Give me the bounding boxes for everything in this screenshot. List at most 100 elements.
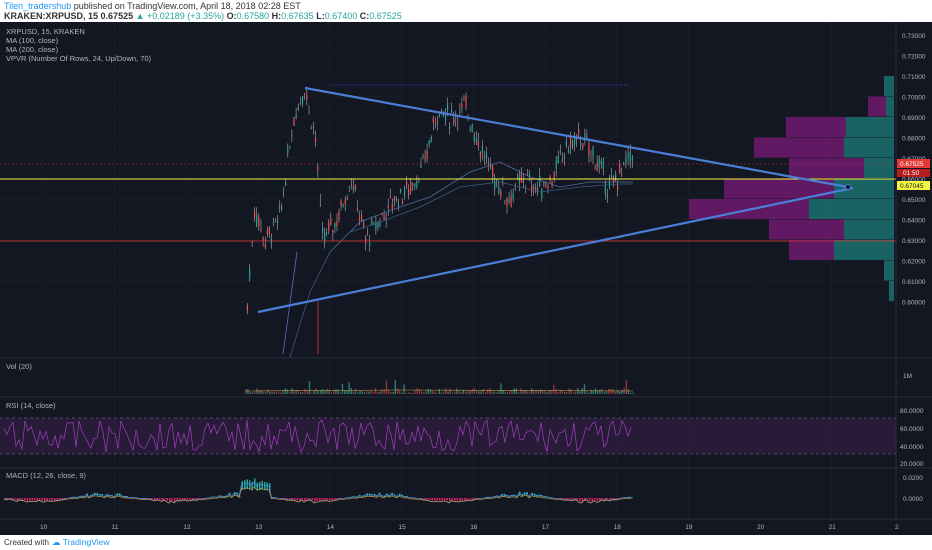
- candle-body: [487, 162, 490, 164]
- time-tick: 13: [255, 524, 263, 531]
- time-tick: 12: [183, 524, 191, 531]
- time-tick: 16: [470, 524, 478, 531]
- candle-body: [530, 185, 533, 193]
- vpvr-up-bar: [846, 117, 894, 137]
- macd-bar: [579, 498, 581, 502]
- volume-bar: [421, 391, 423, 394]
- lower-trendline[interactable]: [257, 186, 854, 314]
- macd-bar: [56, 498, 58, 500]
- macd-bar: [631, 497, 633, 498]
- vpvr-up-bar: [834, 178, 894, 199]
- candle-body: [571, 140, 574, 148]
- candle-body: [253, 211, 256, 218]
- macd-bar: [336, 498, 338, 500]
- macd-bar: [14, 498, 16, 500]
- macd-bar: [571, 498, 573, 500]
- candle-body: [631, 157, 633, 161]
- macd-bar: [461, 498, 463, 501]
- candle-body: [457, 123, 459, 124]
- volume-bar: [348, 382, 350, 394]
- candle-body: [342, 205, 344, 208]
- candle-body: [397, 203, 400, 207]
- macd-bar: [191, 498, 193, 500]
- blue-vertical-marker: [282, 251, 298, 355]
- macd-bar: [329, 498, 331, 501]
- candle-body: [306, 94, 308, 100]
- price-tick: 0.64000: [902, 218, 926, 225]
- chart-area[interactable]: 0.73000 0.72000 0.71000 0.70000 0.69000 0.680…: [0, 22, 932, 538]
- candle-body: [617, 184, 619, 190]
- candle-body: [340, 200, 342, 207]
- ma100-line: [329, 161, 633, 253]
- volume-bar: [330, 392, 333, 394]
- macd-bar: [154, 498, 156, 501]
- candle-body: [385, 218, 387, 220]
- macd-bar: [239, 495, 241, 498]
- volume-bar: [605, 391, 608, 394]
- vpvr-up-bar: [864, 158, 894, 178]
- macd-pane-label[interactable]: MACD (12, 26, close, 9): [6, 471, 87, 480]
- legend-ma200[interactable]: MA (200, close): [6, 45, 59, 54]
- trendline-handle[interactable]: [845, 184, 851, 190]
- rsi-tick-20: 20.0000: [900, 461, 924, 468]
- chart-canvas[interactable]: 0.73000 0.72000 0.71000 0.70000 0.69000 0.680…: [0, 22, 932, 538]
- macd-bar: [194, 498, 196, 500]
- candle-body: [258, 216, 260, 227]
- countdown-tag-bg: [897, 169, 930, 177]
- candle-body: [459, 108, 461, 111]
- candle-body: [363, 222, 365, 227]
- volume-bar: [495, 392, 498, 394]
- time-axis[interactable]: 10 11 12 13 14 15 16 17 18 19 20 21 2: [40, 524, 899, 531]
- candle-body: [379, 222, 381, 226]
- volume-bar: [445, 388, 447, 394]
- volume-bar: [295, 389, 297, 394]
- price-tick: 0.73000: [902, 33, 926, 40]
- volume-bar: [377, 391, 379, 394]
- volume-bar: [575, 391, 577, 394]
- candle-body: [348, 186, 350, 188]
- volume-bar: [487, 389, 489, 394]
- macd-bar: [294, 498, 296, 500]
- rsi-pane-label[interactable]: RSI (14, close): [6, 401, 56, 410]
- volume-bar: [619, 391, 621, 394]
- candle-body: [596, 162, 598, 171]
- macd-bar: [286, 498, 288, 500]
- macd-bar: [244, 480, 246, 490]
- macd-bar: [31, 498, 33, 501]
- upper-trendline[interactable]: [304, 86, 849, 189]
- candle-body: [541, 188, 543, 198]
- volume-bar: [368, 391, 370, 394]
- volume-bar: [324, 390, 326, 394]
- macd-bar: [19, 498, 21, 500]
- candle-body: [481, 146, 484, 154]
- volume-bar: [478, 391, 480, 394]
- macd-tick-0.02: 0.0200: [903, 475, 923, 482]
- time-tick: 11: [112, 524, 119, 531]
- volume-bar: [418, 389, 421, 394]
- candle-body: [395, 197, 397, 201]
- volume-bar: [304, 389, 306, 394]
- volume-bar: [480, 391, 482, 394]
- candle-body: [260, 227, 262, 229]
- macd-bar: [596, 498, 598, 502]
- vol-pane-label[interactable]: Vol (20): [6, 362, 32, 371]
- legend-vpvr[interactable]: VPVR (Number Of Rows, 24, Up/Down, 70): [6, 54, 152, 63]
- macd-bar: [259, 481, 261, 491]
- volume-bar: [366, 391, 368, 394]
- macd-bar: [261, 480, 263, 490]
- candle-body: [594, 168, 596, 170]
- macd-bar: [366, 493, 368, 496]
- time-tick: 21: [829, 524, 837, 531]
- macd-bar: [451, 498, 453, 500]
- volume-bar: [249, 392, 251, 394]
- macd-bar: [361, 495, 363, 498]
- author-link[interactable]: Tilen_tradershub: [4, 1, 72, 11]
- macd-bar: [299, 498, 301, 501]
- tradingview-logo[interactable]: ☁ TradingView: [52, 537, 110, 547]
- open-value: 0.67580: [236, 11, 270, 21]
- legend-ma100[interactable]: MA (100, close): [6, 36, 59, 45]
- macd-bar: [9, 498, 11, 499]
- candle-body: [430, 137, 432, 143]
- candle-body: [563, 156, 565, 159]
- price-tick: 0.65000: [902, 197, 926, 204]
